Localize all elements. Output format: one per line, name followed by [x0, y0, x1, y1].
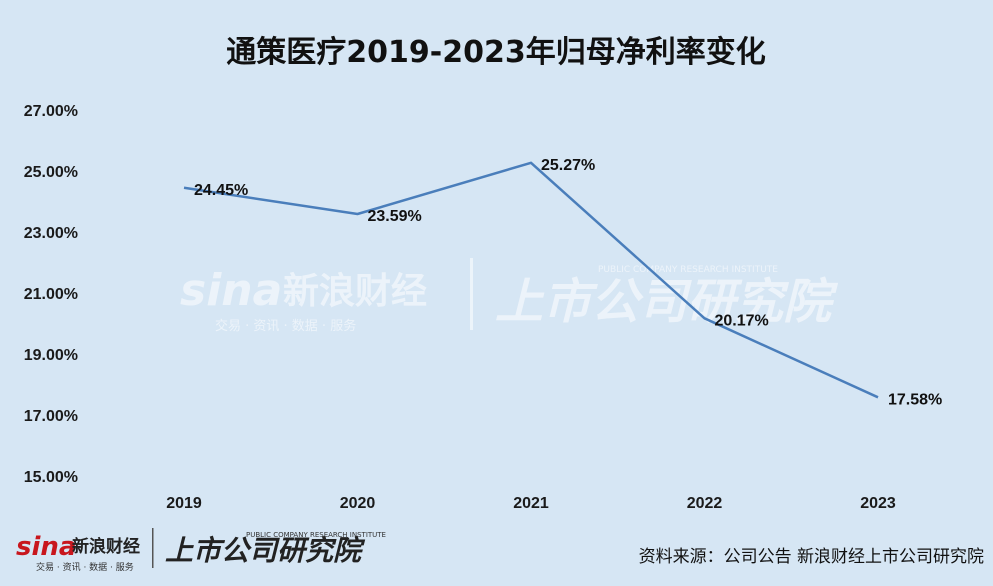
y-tick-label: 27.00%	[24, 103, 78, 120]
y-tick-label: 19.00%	[24, 347, 78, 364]
watermark-institute: 上市公司研究院	[495, 274, 839, 330]
x-tick-label: 2023	[860, 495, 896, 512]
watermark-institute-en: PUBLIC COMPANY RESEARCH INSTITUTE	[598, 265, 778, 275]
footer-logo-cn: 新浪财经	[72, 536, 140, 557]
footer: sina 新浪财经 交易 · 资讯 · 数据 · 服务 上市公司研究院 PUBL…	[16, 528, 984, 573]
data-label: 23.59%	[368, 208, 422, 225]
series-group: 24.45% 23.59% 25.27% 20.17% 17.58%	[183, 157, 942, 408]
footer-divider	[152, 528, 154, 568]
footer-institute-en: PUBLIC COMPANY RESEARCH INSTITUTE	[246, 531, 386, 539]
data-label: 25.27%	[541, 157, 595, 174]
x-axis-ticks: 2019 2020 2021 2022 2023	[166, 495, 896, 512]
data-label: 24.45%	[194, 182, 248, 199]
footer-institute: 上市公司研究院	[165, 534, 366, 567]
y-tick-label: 15.00%	[24, 469, 78, 486]
footer-logo-subtitle: 交易 · 资讯 · 数据 · 服务	[36, 561, 134, 573]
source-note: 资料来源：公司公告 新浪财经上市公司研究院	[639, 547, 984, 567]
data-label: 17.58%	[888, 391, 942, 408]
x-tick-label: 2020	[340, 495, 376, 512]
y-tick-label: 23.00%	[24, 225, 78, 242]
y-tick-label: 17.00%	[24, 408, 78, 425]
watermark-brand: sina	[180, 265, 282, 316]
x-tick-label: 2021	[513, 495, 549, 512]
series-line	[183, 161, 879, 399]
watermark-divider	[470, 258, 473, 330]
x-tick-label: 2019	[166, 495, 202, 512]
y-tick-label: 25.00%	[24, 164, 78, 181]
watermark: sina 新浪财经 交易 · 资讯 · 数据 · 服务 上市公司研究院 PUBL…	[180, 258, 839, 334]
x-tick-label: 2022	[687, 495, 723, 512]
y-axis-ticks: 27.00% 25.00% 23.00% 21.00% 19.00% 17.00% 15.0…	[24, 103, 78, 486]
footer-logo-brand: sina	[16, 532, 76, 562]
watermark-subtitle: 交易 · 资讯 · 数据 · 服务	[215, 318, 356, 334]
chart-title: 通策医疗2019-2023年归母净利率变化	[226, 35, 765, 70]
watermark-brand-cn: 新浪财经	[283, 271, 427, 312]
data-label: 20.17%	[715, 312, 769, 329]
y-tick-label: 21.00%	[24, 286, 78, 303]
